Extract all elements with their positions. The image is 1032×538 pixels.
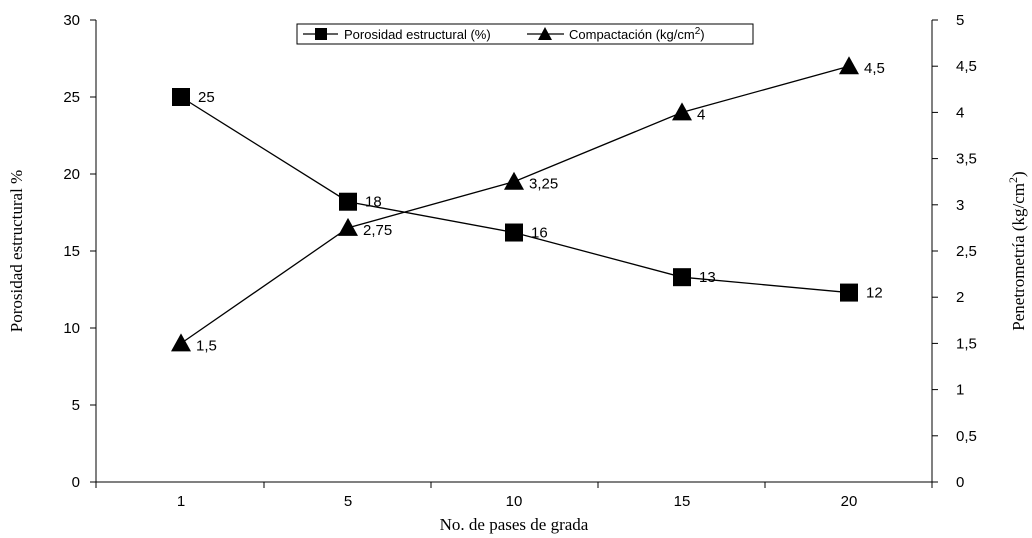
left-y-tick-label: 10 — [63, 320, 80, 337]
legend: Porosidad estructural (%) Compactación (… — [296, 23, 754, 45]
compactacion-data-label: 4,5 — [864, 60, 885, 77]
legend-square-marker — [315, 28, 327, 40]
right-y-axis-title: Penetrometría (kg/cm2) — [1006, 171, 1028, 330]
compactacion-point — [504, 171, 524, 190]
compactacion-data-label: 1,5 — [196, 337, 217, 354]
right-y-tick-label: 1,5 — [956, 335, 977, 352]
porosidad-data-label: 13 — [699, 269, 716, 286]
left-y-axis-ticks: 0 5 10 15 20 25 30 — [63, 12, 96, 491]
right-y-axis-ticks: 0 0,5 1 1,5 2 2,5 3 3,5 4 4,5 5 — [932, 12, 977, 491]
left-y-tick-label: 30 — [63, 12, 80, 29]
right-y-tick-label: 0,5 — [956, 428, 977, 445]
compactacion-data-label: 3,25 — [529, 176, 558, 193]
compactacion-data-label: 4 — [697, 106, 705, 123]
compactacion-point — [672, 102, 692, 121]
right-y-tick-label: 5 — [956, 12, 964, 29]
legend-label-compactacion-end: ) — [700, 27, 704, 42]
x-axis-title: No. de pases de grada — [440, 515, 589, 534]
porosidad-line — [180, 96, 850, 294]
right-y-axis-title-base: Penetrometría (kg/cm — [1009, 183, 1028, 331]
porosidad-data-label: 12 — [866, 285, 883, 302]
porosidad-data-label: 25 — [198, 89, 215, 106]
right-y-tick-label: 2 — [956, 289, 964, 306]
right-y-tick-label: 0 — [956, 474, 964, 491]
porosidad-point — [172, 88, 190, 106]
porosidad-point — [673, 268, 691, 287]
x-tick-label: 10 — [506, 493, 523, 510]
right-y-tick-label: 4 — [956, 104, 964, 121]
compactacion-point — [171, 333, 191, 352]
left-y-tick-label: 25 — [63, 89, 80, 106]
legend-label-compactacion: Compactación (kg/cm2) — [569, 26, 705, 43]
x-tick-label: 5 — [344, 493, 352, 510]
axes — [95, 20, 933, 483]
legend-label-porosidad: Porosidad estructural (%) — [344, 27, 491, 42]
left-y-axis-title: Porosidad estructural % — [7, 170, 26, 332]
porosidad-data-label: 18 — [365, 194, 382, 211]
left-y-tick-label: 20 — [63, 166, 80, 183]
porosidad-point — [505, 223, 523, 242]
porosidad-point — [840, 283, 858, 302]
right-y-tick-label: 3,5 — [956, 151, 977, 168]
x-tick-label: 15 — [674, 493, 691, 510]
left-y-tick-label: 0 — [72, 474, 80, 491]
right-y-tick-label: 4,5 — [956, 58, 977, 75]
compactacion-point — [839, 56, 859, 75]
right-y-tick-label: 3 — [956, 197, 964, 214]
series-layer: 25 18 16 13 12 1,5 2,75 3,25 4 4,5 — [171, 56, 885, 354]
legend-label-compactacion-base: Compactación (kg/cm — [569, 27, 695, 42]
legend-box — [296, 23, 754, 45]
legend-triangle-marker — [538, 27, 552, 40]
porosidad-data-label: 16 — [531, 225, 548, 242]
left-y-tick-label: 15 — [63, 243, 80, 260]
compactacion-point — [338, 217, 358, 236]
x-tick-label: 20 — [841, 493, 858, 510]
compactacion-line — [180, 65, 850, 344]
right-y-tick-label: 1 — [956, 382, 964, 399]
right-y-axis-title-end: ) — [1009, 171, 1028, 177]
x-tick-label: 1 — [177, 493, 185, 510]
legend-label-compactacion-sup: 2 — [695, 26, 701, 37]
right-y-axis-title-sup: 2 — [1006, 177, 1020, 183]
compactacion-data-label: 2,75 — [363, 222, 392, 239]
right-y-tick-label: 2,5 — [956, 243, 977, 260]
x-axis-ticks: 1 5 10 15 20 — [95, 482, 933, 510]
left-y-tick-label: 5 — [72, 397, 80, 414]
porosidad-point — [339, 192, 357, 211]
